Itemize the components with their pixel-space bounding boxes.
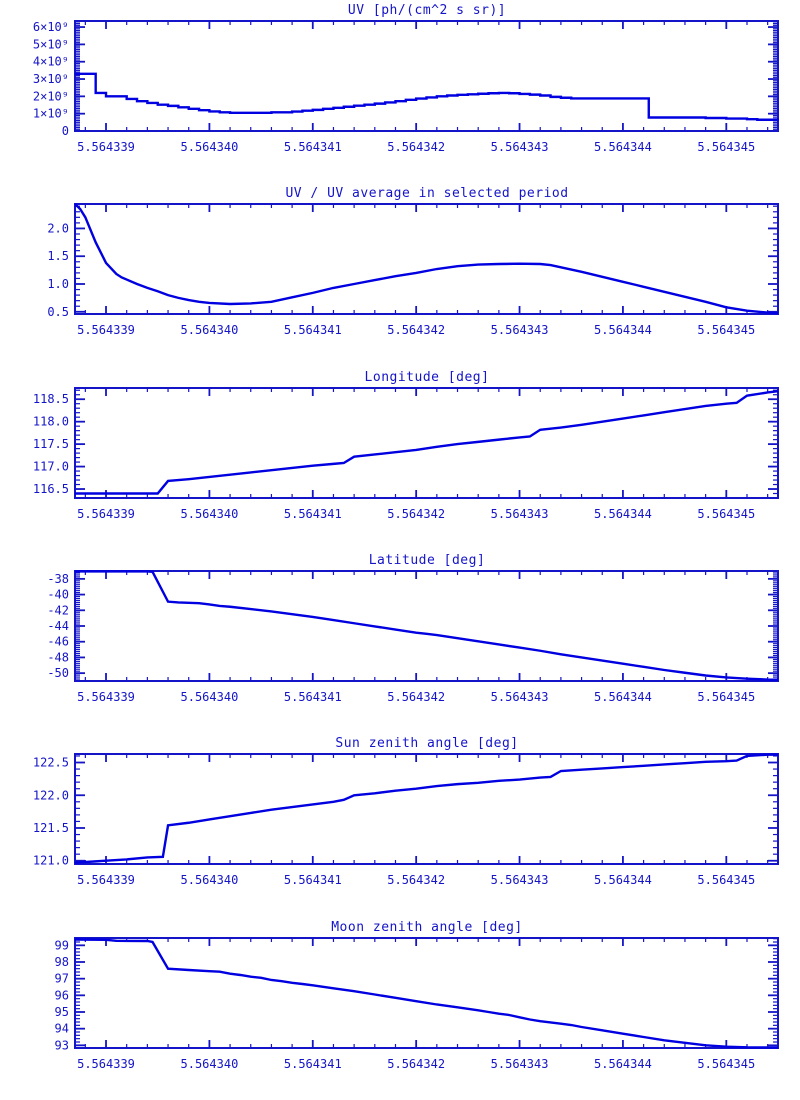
svg-text:5.564339: 5.564339 <box>77 140 135 154</box>
svg-text:5.564339: 5.564339 <box>77 1057 135 1071</box>
svg-text:5.564344: 5.564344 <box>594 873 652 887</box>
svg-text:5.564340: 5.564340 <box>181 507 239 521</box>
plot-title-uv-radiance: UV [ph/(cm^2 s sr)] <box>347 3 507 18</box>
plot-title-sun-zenith-angle: Sun zenith angle [deg] <box>335 736 519 752</box>
svg-text:122.5: 122.5 <box>33 756 69 770</box>
svg-text:5.564343: 5.564343 <box>491 507 549 521</box>
svg-text:4×10⁹: 4×10⁹ <box>33 55 69 69</box>
svg-text:0.5: 0.5 <box>47 305 69 319</box>
svg-text:1.0: 1.0 <box>47 277 69 291</box>
svg-text:118.5: 118.5 <box>33 392 69 406</box>
svg-text:5.564345: 5.564345 <box>697 873 755 887</box>
svg-text:5.564339: 5.564339 <box>77 507 135 521</box>
panel-moon-zenith-angle: Moon zenith angle [deg] 5.564339 5.564340… <box>0 917 800 1100</box>
svg-text:5×10⁹: 5×10⁹ <box>33 37 69 51</box>
svg-text:5.564345: 5.564345 <box>697 140 755 154</box>
panel-longitude: Longitude [deg] 5.564339 5.564340 5.564341… <box>0 367 800 550</box>
svg-text:5.564340: 5.564340 <box>181 323 239 337</box>
plot-canvas-moon-zenith-angle: 5.564339 5.564340 5.564341 5.564342 5.564343… <box>55 936 779 1071</box>
svg-text:121.0: 121.0 <box>33 854 69 868</box>
svg-text:5.564342: 5.564342 <box>387 507 445 521</box>
svg-text:5.564342: 5.564342 <box>387 323 445 337</box>
plot-canvas-longitude: 5.564339 5.564340 5.564341 5.564342 5.564343… <box>33 386 779 521</box>
svg-text:5.564341: 5.564341 <box>284 690 342 704</box>
svg-text:-48: -48 <box>47 650 69 664</box>
svg-text:-38: -38 <box>47 572 69 586</box>
svg-text:5.564342: 5.564342 <box>387 1057 445 1071</box>
svg-text:97: 97 <box>55 971 69 985</box>
svg-text:5.564339: 5.564339 <box>77 690 135 704</box>
svg-text:5.564341: 5.564341 <box>284 140 342 154</box>
svg-text:-40: -40 <box>47 588 69 602</box>
svg-text:-44: -44 <box>47 619 69 633</box>
svg-text:93: 93 <box>55 1038 69 1052</box>
svg-text:5.564340: 5.564340 <box>181 873 239 887</box>
svg-text:117.0: 117.0 <box>33 459 69 473</box>
svg-text:0: 0 <box>62 124 69 138</box>
svg-text:96: 96 <box>55 988 69 1002</box>
svg-text:5.564343: 5.564343 <box>491 873 549 887</box>
svg-text:121.5: 121.5 <box>33 821 69 835</box>
svg-text:2×10⁹: 2×10⁹ <box>33 89 69 103</box>
plot-canvas-uv-ratio: 5.564339 5.564340 5.564341 5.564342 5.564343… <box>47 203 779 337</box>
svg-text:5.564341: 5.564341 <box>284 507 342 521</box>
svg-text:5.564344: 5.564344 <box>594 323 652 337</box>
svg-text:5.564343: 5.564343 <box>491 690 549 704</box>
panel-uv-ratio: UV / UV average in selected period 5.564… <box>0 183 800 366</box>
svg-text:-46: -46 <box>47 635 69 649</box>
svg-text:5.564341: 5.564341 <box>284 873 342 887</box>
svg-text:5.564342: 5.564342 <box>387 873 445 887</box>
svg-text:-50: -50 <box>47 666 69 680</box>
panel-latitude: Latitude [deg] 5.564339 5.564340 5.564341 5… <box>0 550 800 733</box>
svg-text:5.564339: 5.564339 <box>77 873 135 887</box>
plot-canvas-latitude: 5.564339 5.564340 5.564341 5.564342 5.564343… <box>47 569 779 704</box>
svg-text:99: 99 <box>55 938 69 952</box>
svg-text:5.564340: 5.564340 <box>181 140 239 154</box>
svg-text:5.564345: 5.564345 <box>697 323 755 337</box>
panel-sun-zenith-angle: Sun zenith angle [deg] 5.564339 5.564340 5… <box>0 733 800 916</box>
plot-title-longitude: Longitude [deg] <box>364 369 490 385</box>
svg-text:5.564342: 5.564342 <box>387 690 445 704</box>
panel-uv-radiance: UV [ph/(cm^2 s sr)] 5.564339 5.564340 5.56… <box>0 0 800 183</box>
svg-text:1×10⁹: 1×10⁹ <box>33 107 69 121</box>
svg-text:5.564341: 5.564341 <box>284 1057 342 1071</box>
svg-text:5.564344: 5.564344 <box>594 690 652 704</box>
svg-text:2.0: 2.0 <box>47 222 69 236</box>
svg-text:5.564344: 5.564344 <box>594 140 652 154</box>
svg-text:5.564341: 5.564341 <box>284 323 342 337</box>
svg-text:5.564340: 5.564340 <box>181 690 239 704</box>
svg-text:5.564343: 5.564343 <box>491 1057 549 1071</box>
svg-text:5.564343: 5.564343 <box>491 140 549 154</box>
svg-text:5.564342: 5.564342 <box>387 140 445 154</box>
svg-text:5.564345: 5.564345 <box>697 690 755 704</box>
svg-text:5.564344: 5.564344 <box>594 507 652 521</box>
svg-text:6×10⁹: 6×10⁹ <box>33 20 69 34</box>
plot-title-uv-ratio: UV / UV average in selected period <box>285 186 569 202</box>
plot-title-latitude: Latitude [deg] <box>368 552 486 568</box>
svg-text:98: 98 <box>55 955 69 969</box>
svg-text:122.0: 122.0 <box>33 789 69 803</box>
svg-text:1.5: 1.5 <box>47 250 69 264</box>
svg-text:3×10⁹: 3×10⁹ <box>33 72 69 86</box>
svg-text:5.564343: 5.564343 <box>491 323 549 337</box>
svg-text:5.564344: 5.564344 <box>594 1057 652 1071</box>
svg-text:5.564340: 5.564340 <box>181 1057 239 1071</box>
plot-title-moon-zenith-angle: Moon zenith angle [deg] <box>331 919 523 935</box>
svg-text:116.5: 116.5 <box>33 482 69 496</box>
svg-text:5.564345: 5.564345 <box>697 1057 755 1071</box>
svg-text:5.564339: 5.564339 <box>77 323 135 337</box>
svg-text:95: 95 <box>55 1005 69 1019</box>
svg-text:118.0: 118.0 <box>33 414 69 428</box>
svg-text:117.5: 117.5 <box>33 437 69 451</box>
svg-text:5.564345: 5.564345 <box>697 507 755 521</box>
svg-text:-42: -42 <box>47 603 69 617</box>
plot-canvas-sun-zenith-angle: 5.564339 5.564340 5.564341 5.564342 5.564343… <box>33 753 779 887</box>
svg-text:94: 94 <box>55 1021 69 1035</box>
plot-canvas-uv-radiance: 5.564339 5.564340 5.564341 5.564342 5.564343… <box>33 20 779 154</box>
